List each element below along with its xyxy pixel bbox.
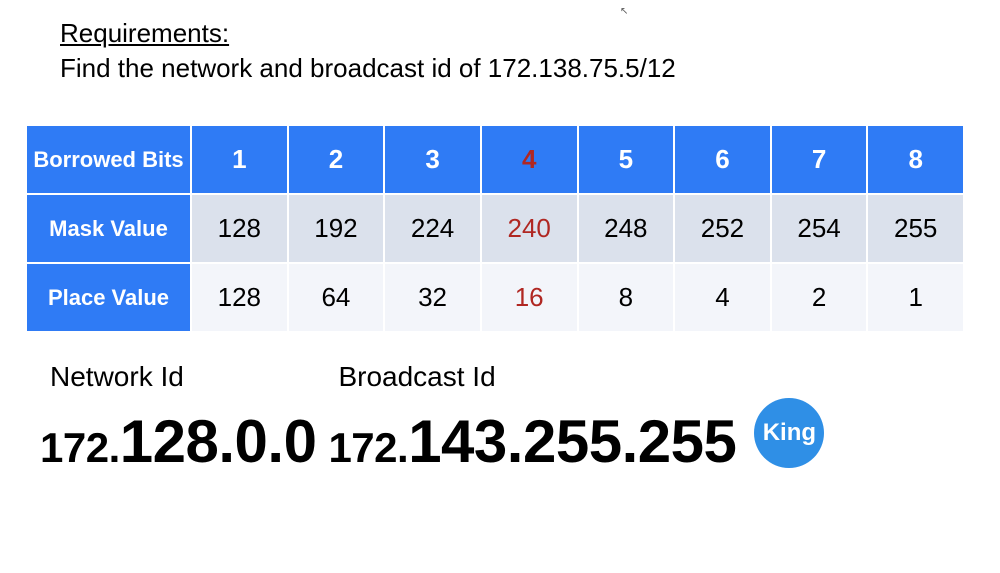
borrowed-cell-highlight: 4 [481, 125, 578, 194]
borrowed-cell: 5 [578, 125, 675, 194]
requirements-title: Requirements: [60, 18, 970, 49]
table-row: Place Value 128 64 32 16 8 4 2 1 [26, 263, 964, 332]
place-cell: 2 [771, 263, 868, 332]
broadcast-id-block: Broadcast Id 172.143.255.255 [328, 361, 736, 476]
heading-block: Requirements: Find the network and broad… [60, 18, 970, 84]
network-id-label: Network Id [50, 361, 316, 393]
network-id-value: 172.128.0.0 [40, 407, 316, 476]
mask-cell-highlight: 240 [481, 194, 578, 263]
borrowed-cell: 7 [771, 125, 868, 194]
mask-cell: 252 [674, 194, 771, 263]
row-label-place: Place Value [26, 263, 191, 332]
king-logo: King [754, 398, 824, 468]
mask-cell: 254 [771, 194, 868, 263]
mouse-cursor: ↖ [620, 6, 628, 17]
network-id-block: Network Id 172.128.0.0 [40, 361, 316, 476]
king-logo-text: King [763, 419, 816, 447]
mask-cell: 128 [191, 194, 288, 263]
bits-table: Borrowed Bits 1 2 3 4 5 6 7 8 Mask Value… [25, 124, 965, 333]
place-cell: 4 [674, 263, 771, 332]
place-cell: 32 [384, 263, 481, 332]
requirements-body: Find the network and broadcast id of 172… [60, 53, 970, 84]
mask-cell: 255 [867, 194, 964, 263]
borrowed-cell: 2 [288, 125, 385, 194]
borrowed-cell: 8 [867, 125, 964, 194]
table-row: Borrowed Bits 1 2 3 4 5 6 7 8 [26, 125, 964, 194]
place-cell: 64 [288, 263, 385, 332]
place-cell-highlight: 16 [481, 263, 578, 332]
place-cell: 128 [191, 263, 288, 332]
borrowed-cell: 6 [674, 125, 771, 194]
answers-row: Network Id 172.128.0.0 Broadcast Id 172.… [40, 361, 970, 476]
place-cell: 1 [867, 263, 964, 332]
borrowed-cell: 1 [191, 125, 288, 194]
table-row: Mask Value 128 192 224 240 248 252 254 2… [26, 194, 964, 263]
row-label-mask: Mask Value [26, 194, 191, 263]
borrowed-cell: 3 [384, 125, 481, 194]
place-cell: 8 [578, 263, 675, 332]
mask-cell: 248 [578, 194, 675, 263]
mask-cell: 224 [384, 194, 481, 263]
row-label-borrowed: Borrowed Bits [26, 125, 191, 194]
broadcast-id-label: Broadcast Id [338, 361, 736, 393]
mask-cell: 192 [288, 194, 385, 263]
broadcast-id-value: 172.143.255.255 [328, 407, 736, 476]
